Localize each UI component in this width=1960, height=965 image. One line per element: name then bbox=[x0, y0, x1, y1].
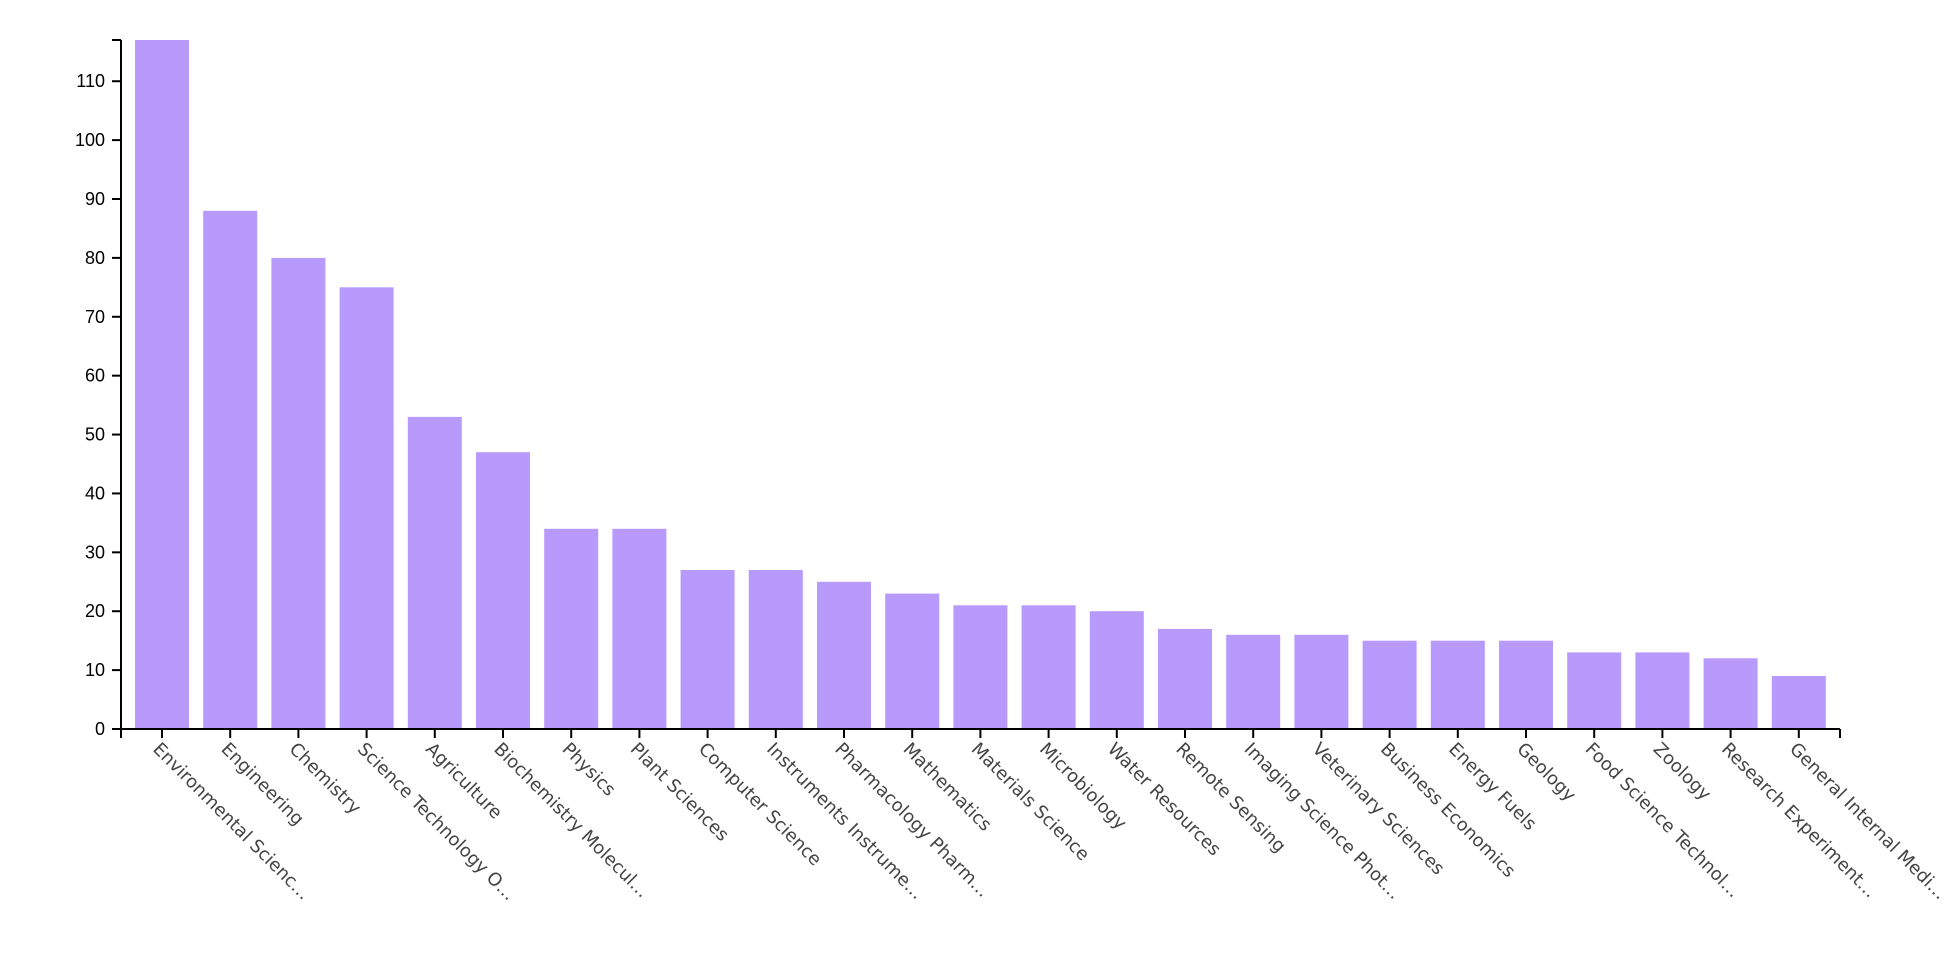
bars-layer bbox=[135, 40, 1826, 730]
y-tick-label-50: 50 bbox=[85, 425, 105, 445]
y-tick-label-30: 30 bbox=[85, 542, 105, 562]
y-tick-label-90: 90 bbox=[85, 189, 105, 209]
x-tick-label-17: Veterinary Sciences bbox=[1308, 739, 1449, 880]
y-tick-label-10: 10 bbox=[85, 660, 105, 680]
x-tick-label-14: Water Resources bbox=[1103, 739, 1225, 861]
bar-0 bbox=[135, 40, 189, 729]
bar-12 bbox=[953, 605, 1008, 729]
bar-3 bbox=[339, 287, 394, 729]
bar-21 bbox=[1567, 652, 1622, 729]
y-tick-label-100: 100 bbox=[75, 130, 105, 150]
bar-11 bbox=[885, 593, 940, 729]
bar-8 bbox=[680, 570, 735, 729]
bar-15 bbox=[1158, 628, 1212, 729]
bar-23 bbox=[1703, 658, 1758, 729]
x-tick-label-22: Zoology bbox=[1649, 739, 1715, 805]
y-tick-label-70: 70 bbox=[85, 307, 105, 327]
x-tick-label-18: Business Economics bbox=[1376, 739, 1519, 882]
y-tick-label-20: 20 bbox=[85, 601, 105, 621]
bar-5 bbox=[476, 452, 530, 729]
bar-16 bbox=[1226, 634, 1281, 729]
bar-18 bbox=[1362, 640, 1417, 729]
bar-19 bbox=[1430, 640, 1485, 729]
bar-22 bbox=[1635, 652, 1690, 729]
bar-10 bbox=[817, 581, 871, 729]
bar-6 bbox=[544, 528, 599, 729]
bar-1 bbox=[203, 210, 258, 730]
x-tick-label-20: Geology bbox=[1512, 739, 1580, 807]
bar-14 bbox=[1089, 611, 1144, 729]
y-tick-label-80: 80 bbox=[85, 248, 105, 268]
y-tick-label-110: 110 bbox=[76, 71, 105, 91]
x-tick-label-6: Physics bbox=[558, 739, 620, 801]
bar-4 bbox=[407, 416, 462, 729]
y-tick-label-60: 60 bbox=[85, 366, 105, 386]
bar-2 bbox=[271, 257, 326, 729]
y-tick-label-0: 0 bbox=[95, 719, 105, 739]
y-tick-label-40: 40 bbox=[85, 483, 105, 503]
x-tick-label-8: Computer Science bbox=[694, 739, 826, 871]
x-axis: Environmental Scienc…EngineeringChemistr… bbox=[120, 728, 1951, 905]
bar-24 bbox=[1771, 676, 1826, 729]
bar-13 bbox=[1021, 605, 1076, 729]
y-axis: 0 10 20 30 40 50 60 70 80 90 100 110 bbox=[75, 39, 122, 739]
bar-17 bbox=[1294, 634, 1349, 729]
bar-20 bbox=[1499, 640, 1553, 729]
bar-7 bbox=[612, 528, 667, 729]
bar-9 bbox=[748, 570, 803, 729]
x-tick-label-12: Materials Science bbox=[967, 739, 1094, 866]
